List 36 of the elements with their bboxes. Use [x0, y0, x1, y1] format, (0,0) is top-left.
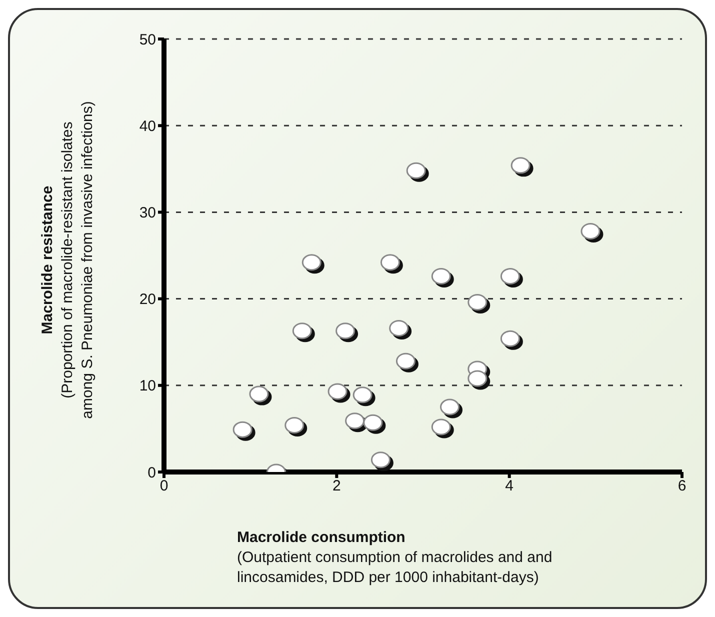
- x-tick-label: 0: [160, 478, 168, 495]
- point: [500, 330, 520, 347]
- point: [468, 370, 488, 387]
- y-axis-title: Macrolide resistance (Proportion of macrolide-resistant isolates among S. Pneumoniae from invasive infections): [38, 101, 97, 419]
- point: [500, 268, 520, 285]
- point: [249, 386, 269, 402]
- point: [380, 254, 400, 271]
- point: [396, 352, 416, 370]
- point: [468, 294, 488, 311]
- x-tick-label: 2: [332, 478, 341, 495]
- point: [284, 416, 304, 434]
- y-tick-label: 10: [139, 378, 156, 395]
- x-tick-label: 4: [505, 478, 514, 495]
- point: [431, 418, 451, 436]
- point: [580, 223, 600, 240]
- point: [302, 254, 322, 271]
- point: [328, 383, 348, 400]
- y-tick-label: 30: [139, 204, 156, 222]
- x-tick-label: 6: [678, 478, 686, 495]
- y-tick-label: 40: [139, 118, 156, 135]
- point: [389, 320, 409, 336]
- point: [232, 421, 252, 438]
- point: [336, 322, 356, 340]
- point: [431, 268, 451, 285]
- point: [370, 452, 390, 468]
- y-tick-label: 50: [139, 31, 156, 48]
- point: [345, 412, 365, 430]
- point: [292, 322, 312, 340]
- point: [510, 157, 530, 174]
- x-axis-title: Macrolide consumption (Outpatient consumption of macrolides and and lincosamides, DDD per 1000 inhabitant-days): [237, 528, 552, 588]
- y-tick-label: 20: [139, 291, 156, 308]
- point: [440, 398, 460, 416]
- point: [406, 162, 426, 179]
- point: [363, 414, 383, 431]
- y-tick-label: 0: [148, 464, 156, 482]
- point: [352, 386, 372, 404]
